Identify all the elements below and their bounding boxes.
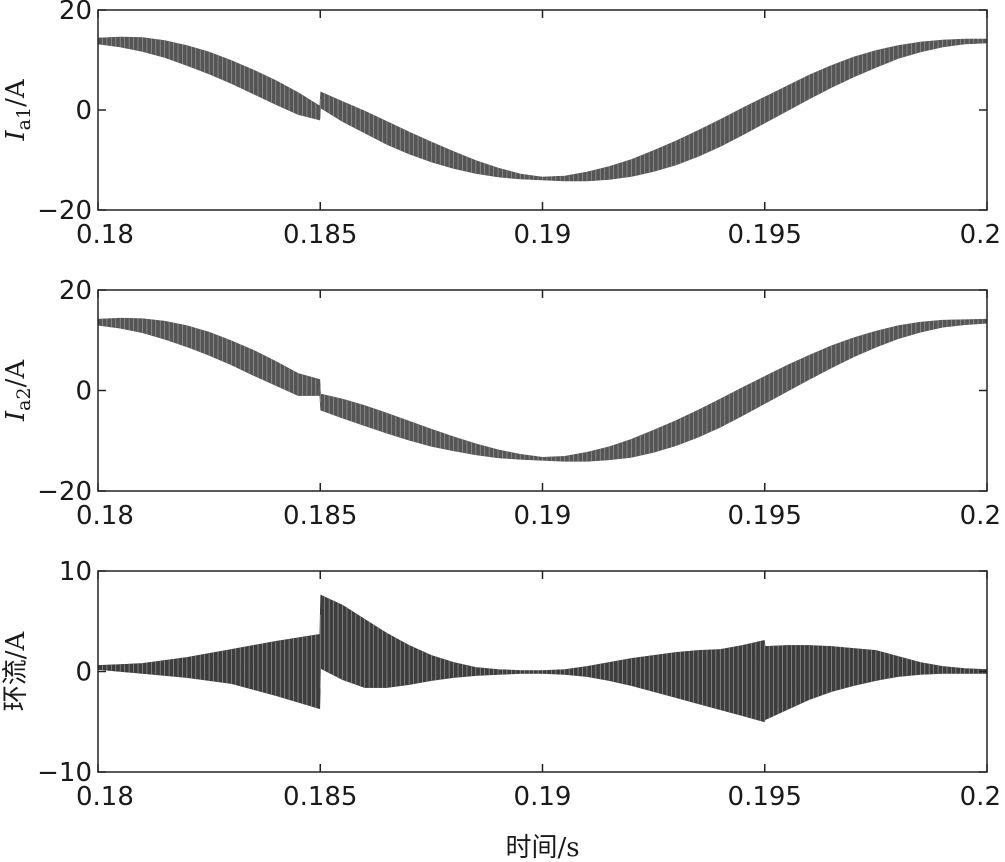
circulating-x-tick-label: 0.18 xyxy=(76,782,134,812)
x-axis-label: 时间/s xyxy=(505,833,579,862)
ia1-x-tick-label: 0.2 xyxy=(960,220,1001,250)
ia2-y-axis-label: Ia2/A xyxy=(1,359,35,422)
ia1-y-tick-label: −20 xyxy=(37,196,92,226)
circulating-y-axis-label: 环流/A xyxy=(1,631,31,712)
ia2-x-tick-label: 0.18 xyxy=(76,501,134,531)
ia1-y-tick-label: 0 xyxy=(75,96,92,126)
ia2-y-tick-label: −20 xyxy=(37,477,92,507)
circulating-x-tick-label: 0.19 xyxy=(514,782,572,812)
panel-circulating-current: 0.18 0.185 0.19 0.195 0.2 −10 0 10 环流/A xyxy=(1,557,1001,812)
circulating-y-tick-label: −10 xyxy=(37,758,92,788)
ia2-x-tick-label: 0.2 xyxy=(960,501,1001,531)
panel-ia2: 0.18 0.185 0.19 0.195 0.2 −20 0 20 Ia2/A xyxy=(1,276,1001,531)
ia2-y-tick-label: 0 xyxy=(75,377,92,407)
ia1-x-tick-label: 0.19 xyxy=(514,220,572,250)
circulating-y-tick-label: 0 xyxy=(75,658,92,688)
ia1-y-tick-label: 20 xyxy=(59,0,92,26)
circulating-x-tick-label: 0.185 xyxy=(283,782,357,812)
panel-ia1: 0.18 0.185 0.19 0.195 0.2 −20 0 20 Ia1/A xyxy=(1,0,1001,250)
ia2-x-tick-label: 0.19 xyxy=(514,501,572,531)
ia1-y-axis-label: Ia1/A xyxy=(1,78,35,141)
ia1-x-tick-label: 0.18 xyxy=(76,220,134,250)
ia1-x-tick-label: 0.195 xyxy=(728,220,802,250)
circulating-series-ripple-0 xyxy=(97,596,988,721)
ia2-x-tick-label: 0.185 xyxy=(283,501,357,531)
ia2-y-tick-label: 20 xyxy=(59,276,92,306)
ia2-plot-frame xyxy=(97,289,988,492)
ia1-series-ripple-0 xyxy=(97,37,988,181)
circulating-x-tick-label: 0.195 xyxy=(728,782,802,812)
ia2-series-ripple-0 xyxy=(97,318,988,462)
circulating-x-tick-label: 0.2 xyxy=(960,782,1001,812)
circulating-y-tick-label: 10 xyxy=(59,557,92,587)
ia2-x-tick-label: 0.195 xyxy=(728,501,802,531)
ia1-x-tick-label: 0.185 xyxy=(283,220,357,250)
